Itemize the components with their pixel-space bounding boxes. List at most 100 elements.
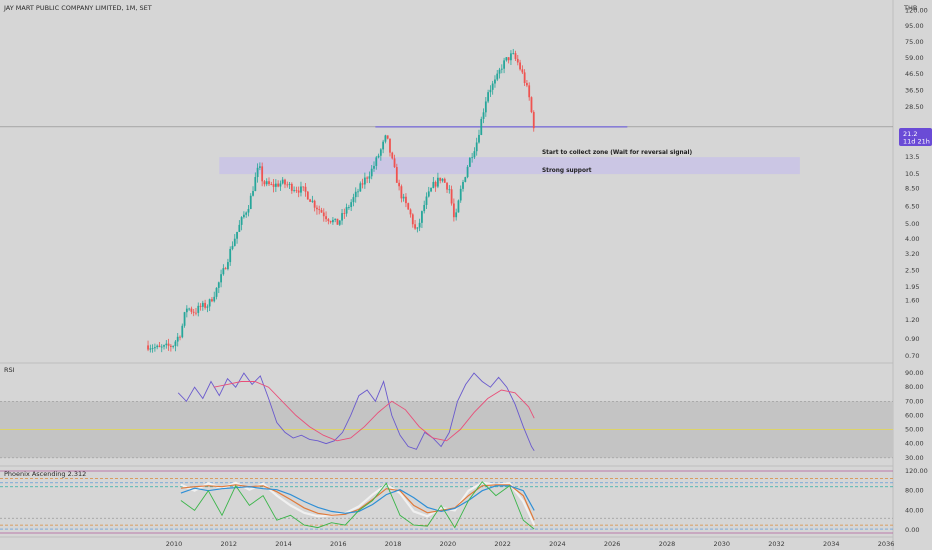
candle-body[interactable] [338,220,341,225]
candle-body[interactable] [268,181,270,185]
candle-body[interactable] [368,176,371,179]
candle-body[interactable] [494,79,496,84]
candle-body[interactable] [176,336,179,342]
candle-body[interactable] [345,207,348,214]
candle-body[interactable] [313,200,316,208]
candle-body[interactable] [498,69,501,74]
support-zone[interactable] [219,157,800,175]
candle-body[interactable] [427,191,430,197]
candle-body[interactable] [160,346,163,348]
candle-body[interactable] [359,183,362,192]
candle-body[interactable] [295,190,298,191]
candle-body[interactable] [270,184,273,185]
candle-body[interactable] [290,183,293,191]
candle-body[interactable] [302,186,305,188]
candle-body[interactable] [199,305,202,307]
candle-body[interactable] [336,218,339,225]
candle-body[interactable] [320,210,323,213]
candle-body[interactable] [341,213,343,221]
support-annotation[interactable]: Strong support [542,168,592,174]
candle-body[interactable] [151,348,154,350]
candle-body[interactable] [343,213,346,214]
candle-body[interactable] [423,204,426,212]
candle-body[interactable] [361,183,364,185]
candle-body[interactable] [526,82,528,86]
candle-body[interactable] [327,219,330,222]
candle-body[interactable] [464,177,467,182]
candle-body[interactable] [231,245,234,249]
candle-body[interactable] [252,191,254,196]
candle-body[interactable] [334,218,337,220]
candle-body[interactable] [147,345,149,350]
candle-body[interactable] [156,345,159,348]
candle-body[interactable] [284,179,286,185]
candle-body[interactable] [363,177,366,185]
candle-body[interactable] [165,343,168,346]
candle-body[interactable] [254,177,257,192]
candle-body[interactable] [519,62,521,70]
candle-body[interactable] [274,183,277,187]
candle-body[interactable] [197,305,200,313]
candle-body[interactable] [201,302,204,307]
rsi-ma-line[interactable] [213,381,535,442]
candle-body[interactable] [455,212,458,218]
candle-body[interactable] [167,343,170,346]
candle-body[interactable] [439,177,442,181]
candle-body[interactable] [421,211,423,223]
candle-body[interactable] [411,214,414,225]
candle-body[interactable] [243,214,245,218]
candle-body[interactable] [389,138,391,153]
candle-body[interactable] [457,200,460,213]
candle-body[interactable] [149,348,152,350]
candle-body[interactable] [206,306,209,308]
candle-body[interactable] [153,347,156,349]
candle-body[interactable] [258,166,261,168]
candle-body[interactable] [240,217,243,225]
candle-body[interactable] [377,155,380,158]
candle-body[interactable] [213,296,216,302]
candle-body[interactable] [249,195,252,209]
candle-body[interactable] [195,312,197,314]
candle-body[interactable] [316,207,318,210]
candle-body[interactable] [482,112,485,119]
candle-body[interactable] [487,92,490,102]
candle-body[interactable] [503,60,505,69]
candle-body[interactable] [532,112,535,129]
candle-body[interactable] [256,167,259,178]
candle-body[interactable] [236,231,238,239]
candle-body[interactable] [405,196,407,204]
candle-body[interactable] [263,181,266,185]
candle-body[interactable] [432,181,435,189]
candle-body[interactable] [418,222,421,228]
candle-body[interactable] [238,224,241,232]
candle-body[interactable] [523,72,526,83]
candle-body[interactable] [322,212,325,217]
candle-body[interactable] [366,177,369,179]
candle-body[interactable] [480,118,483,135]
candle-body[interactable] [446,182,448,190]
candle-body[interactable] [407,203,410,210]
candle-body[interactable] [286,184,289,186]
candle-body[interactable] [350,202,353,208]
collect-zone-annotation[interactable]: Start to collect zone (Wait for reversal… [542,150,693,156]
candle-body[interactable] [395,167,398,183]
candle-body[interactable] [220,274,222,283]
candle-body[interactable] [425,196,428,205]
candle-body[interactable] [450,189,453,204]
candle-body[interactable] [347,207,350,208]
candle-body[interactable] [514,53,517,59]
candle-body[interactable] [272,184,275,187]
candle-body[interactable] [443,178,446,183]
candle-body[interactable] [174,341,177,347]
candle-body[interactable] [279,183,282,187]
candle-body[interactable] [393,158,396,168]
candle-body[interactable] [500,68,503,70]
candle-body[interactable] [466,166,469,178]
symbol-title[interactable]: JAY MART PUBLIC COMPANY LIMITED, 1M, SET [3,4,152,12]
candle-body[interactable] [478,134,480,143]
candle-body[interactable] [512,53,515,54]
candle-body[interactable] [354,191,357,198]
candle-body[interactable] [441,178,444,181]
candle-body[interactable] [304,186,307,192]
candle-body[interactable] [489,89,492,93]
